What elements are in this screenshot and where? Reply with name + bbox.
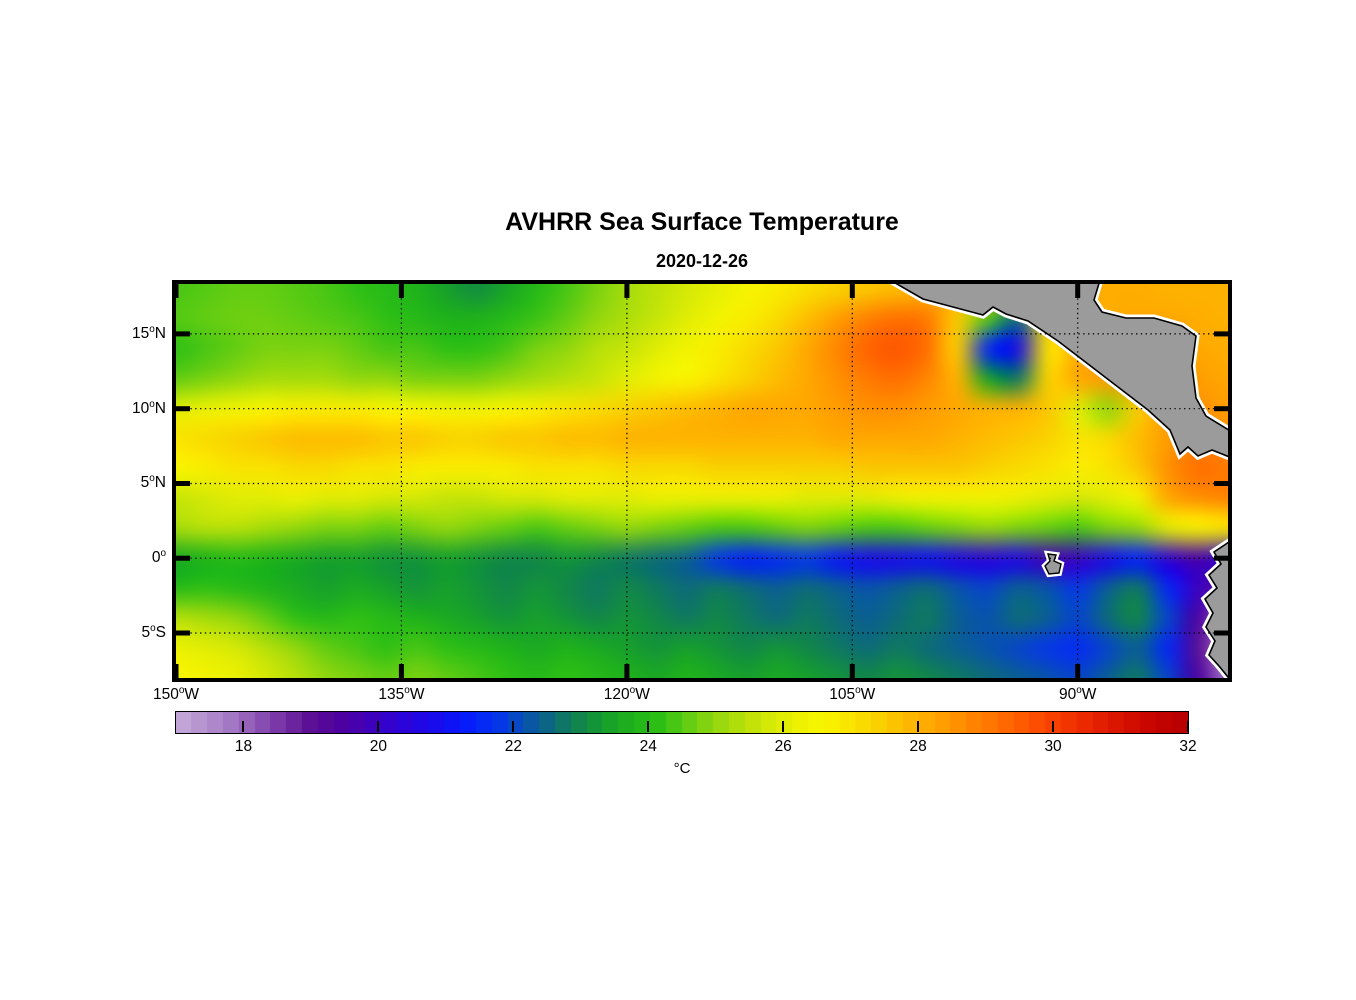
- lat-label-10N: 10oN: [131, 398, 166, 417]
- colorbar-tick-18: [242, 721, 245, 732]
- colorbar-tick-label-30: 30: [1044, 738, 1062, 755]
- tick-lon-top: [624, 284, 630, 298]
- lat-label-0deg: 0o: [151, 548, 166, 567]
- colorbar-tick-label-26: 26: [774, 738, 792, 755]
- colorbar-tick-20: [377, 721, 380, 732]
- tick-lat-left: [176, 331, 190, 337]
- map-plot-area: [176, 284, 1228, 678]
- colorbar: [175, 711, 1189, 734]
- colorbar-tick-26: [782, 721, 785, 732]
- tick-lat-left: [176, 630, 190, 636]
- map-axes: [172, 280, 1232, 682]
- tick-lon-top: [398, 284, 404, 298]
- tick-lon-top: [176, 284, 179, 298]
- island-galapagos: [1044, 553, 1062, 575]
- lon-label-150W: 150oW: [152, 684, 200, 703]
- colorbar-tick-label-20: 20: [369, 738, 388, 755]
- tick-lon-top: [849, 284, 855, 298]
- colorbar-tick-label-24: 24: [639, 738, 657, 755]
- tick-lat-left: [176, 481, 190, 486]
- tick-lon-bottom: [398, 664, 404, 678]
- lat-label-5N: 5oN: [140, 473, 166, 492]
- land-central-america: [895, 284, 1228, 458]
- chart-title: AVHRR Sea Surface Temperature: [505, 208, 899, 236]
- chart-subtitle: 2020-12-26: [655, 251, 749, 271]
- lon-label-120W: 120oW: [603, 684, 650, 703]
- tick-lat-left: [176, 406, 190, 412]
- colorbar-tick-28: [917, 721, 920, 732]
- colorbar-tick-30: [1052, 721, 1055, 732]
- land-south-america: [1203, 541, 1228, 678]
- tick-lat-right: [1214, 555, 1228, 561]
- colorbar-tick-label-28: 28: [909, 738, 927, 755]
- tick-lon-bottom: [624, 664, 630, 678]
- tick-lon-bottom: [176, 664, 179, 678]
- map-overlay: [176, 284, 1228, 678]
- tick-lon-bottom: [1075, 664, 1081, 678]
- lat-label-15N: 15oN: [131, 323, 166, 342]
- tick-lat-left: [176, 555, 190, 561]
- colorbar-tick-22: [512, 721, 515, 732]
- sst-heatmap-canvas: [176, 284, 1228, 678]
- tick-lon-bottom: [849, 664, 855, 678]
- colorbar-tick-label-18: 18: [234, 738, 253, 755]
- tick-lat-right: [1214, 406, 1228, 412]
- colorbar-tick-label-32: 32: [1179, 738, 1197, 755]
- colorbar-tick-32: [1187, 721, 1189, 732]
- tick-lat-right: [1214, 331, 1228, 337]
- lon-label-135W: 135oW: [378, 684, 425, 703]
- lon-label-90W: 90oW: [1058, 684, 1097, 703]
- colorbar-tick-label-22: 22: [504, 738, 522, 755]
- colorbar-unit-label: °C: [673, 760, 691, 777]
- colorbar-tick-24: [647, 721, 650, 732]
- tick-lat-right: [1214, 481, 1228, 486]
- lon-label-105W: 105oW: [829, 684, 876, 703]
- tick-lon-top: [1075, 284, 1081, 298]
- colorbar-canvas: [176, 712, 1188, 733]
- lat-label-5S: 5oS: [141, 622, 166, 641]
- tick-lat-right: [1214, 630, 1228, 636]
